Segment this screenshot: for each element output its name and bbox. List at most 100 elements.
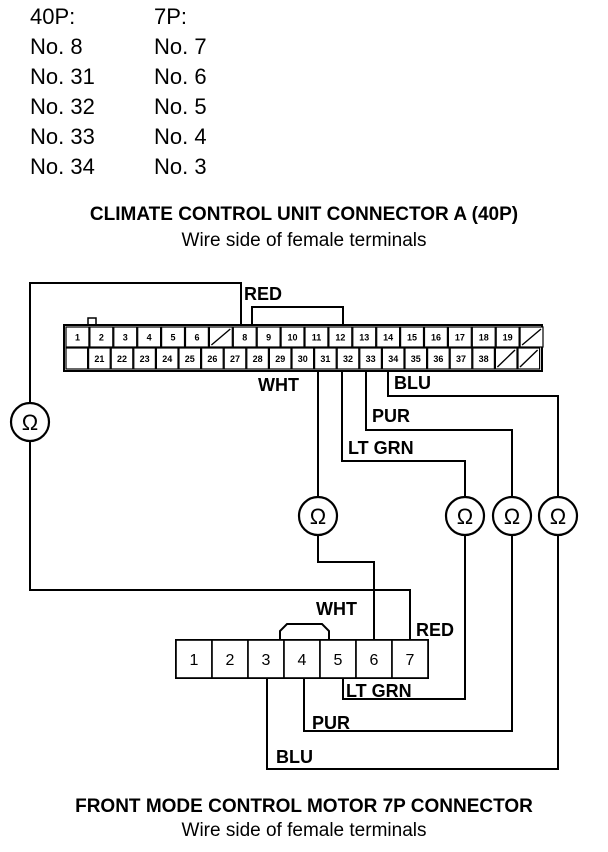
terminal [352, 326, 377, 348]
blank-terminal-slash [521, 328, 542, 346]
terminal [113, 326, 138, 348]
terminal-number: 30 [298, 354, 308, 364]
wire-label-blu-bottom: BLU [276, 747, 313, 767]
terminal [223, 347, 247, 370]
connector-a-title: CLIMATE CONTROL UNIT CONNECTOR A (40P) [89, 204, 519, 225]
terminal [381, 347, 405, 370]
wire-label-red-top: RED [244, 284, 282, 304]
connector-b-7p: 1 2 3 4 5 6 7 [175, 623, 429, 679]
terminal-number: 2 [99, 333, 104, 343]
terminal-number: 4 [147, 333, 152, 343]
terminal [184, 326, 209, 348]
terminal-number: 17 [455, 333, 465, 343]
terminal [178, 347, 202, 370]
terminal-number: 27 [230, 354, 240, 364]
terminal-number: 1 [75, 333, 80, 343]
pin-table-row: No. 31 No. 6 [30, 62, 290, 92]
pin-table-cell: No. 5 [154, 94, 207, 119]
terminal [246, 347, 270, 370]
pin-table-cell: No. 33 [30, 124, 95, 149]
terminal [391, 639, 429, 679]
terminal-number: 3 [262, 652, 271, 669]
terminal-number: 5 [334, 652, 343, 669]
pin-table-row: No. 34 No. 3 [30, 152, 290, 182]
terminal-number: 13 [359, 333, 369, 343]
ohmmeter-lt-grn: Ω [444, 495, 486, 537]
wire-label-wht-top: WHT [258, 375, 299, 395]
pin-table-cell: No. 8 [30, 34, 83, 59]
terminal [495, 326, 520, 348]
pin-table-cell: No. 31 [30, 64, 95, 89]
ohm-symbol: Ω [550, 504, 566, 529]
terminal [65, 347, 89, 370]
pin-table: 40P: 7P: No. 8 No. 7 No. 31 No. 6 No. 32… [30, 2, 290, 182]
terminal-number: 15 [407, 333, 417, 343]
terminal [175, 639, 213, 679]
terminal-number: 21 [94, 354, 104, 364]
terminal-number: 6 [194, 333, 199, 343]
pin-table-cell: No. 6 [154, 64, 207, 89]
terminal-number: 19 [503, 333, 513, 343]
terminal-number: 36 [433, 354, 443, 364]
terminal [211, 639, 249, 679]
terminal-number: 31 [320, 354, 330, 364]
connector-b-pins: 1 2 3 4 5 6 7 [175, 639, 429, 679]
pin-table-header: 40P: 7P: [30, 2, 290, 32]
ohm-symbol: Ω [310, 504, 326, 529]
blank-terminal-slash [496, 349, 516, 368]
pin-table-cell: No. 4 [154, 124, 207, 149]
terminal-number: 2 [226, 652, 235, 669]
wire-label-pur-top: PUR [372, 406, 410, 426]
terminal [155, 347, 179, 370]
terminal [161, 326, 186, 348]
terminal [423, 326, 448, 348]
terminal-number: 25 [185, 354, 195, 364]
ohm-symbol: Ω [457, 504, 473, 529]
connector-a-40p: 1 2 3 4 5 6 8 9 10 11 12 13 14 15 16 17 18 19 21 22 23 24 25 2… [63, 306, 544, 372]
terminal-number: 28 [253, 354, 263, 364]
connector-b-title: FRONT MODE CONTROL MOTOR 7P CONNECTOR [75, 796, 533, 817]
pin-table-row: No. 8 No. 7 [30, 32, 290, 62]
pin-table-cell: No. 34 [30, 154, 95, 179]
terminal-number: 3 [123, 333, 128, 343]
wire-wht [317, 372, 375, 640]
terminal-number: 5 [171, 333, 176, 343]
wire-pur [303, 372, 513, 732]
terminal [304, 326, 329, 348]
connector-a-lock-tab [251, 306, 344, 325]
pin-table-header-7p: 7P: [154, 4, 188, 29]
connector-b-lock-tab [279, 623, 330, 640]
terminal [314, 347, 337, 370]
terminal-number: 11 [312, 333, 322, 343]
terminal-number: 4 [298, 652, 307, 669]
terminal [137, 326, 162, 348]
terminal [400, 326, 425, 348]
terminal [328, 326, 353, 348]
ohm-symbol: Ω [504, 504, 520, 529]
terminal-number: 22 [117, 354, 127, 364]
terminal-number: 12 [335, 333, 345, 343]
connector-a-top-row: 1 2 3 4 5 6 8 9 10 11 12 13 14 15 16 17 18 19 [65, 326, 544, 348]
ohmmeter-blu: Ω [537, 495, 579, 537]
terminal-number: 24 [162, 354, 172, 364]
terminal-number: 32 [343, 354, 353, 364]
wire-label-blu-top: BLU [394, 373, 431, 393]
terminal-number: 6 [370, 652, 379, 669]
pin-table-cell: No. 32 [30, 94, 95, 119]
terminal [256, 326, 281, 348]
terminal-number: 37 [456, 354, 466, 364]
terminal-number: 38 [479, 354, 489, 364]
terminal [283, 639, 321, 679]
terminal-number: 26 [207, 354, 217, 364]
terminal [449, 347, 473, 370]
terminal [201, 347, 224, 370]
wire-label-ltgrn-top: LT GRN [348, 438, 414, 458]
terminal [110, 347, 134, 370]
wire-lt-grn [341, 372, 466, 700]
wire-blu [266, 372, 559, 770]
terminal [280, 326, 305, 348]
pin-table-cell: No. 7 [154, 34, 207, 59]
ohmmeter-left: Ω [9, 401, 51, 443]
terminal-number: 35 [411, 354, 421, 364]
